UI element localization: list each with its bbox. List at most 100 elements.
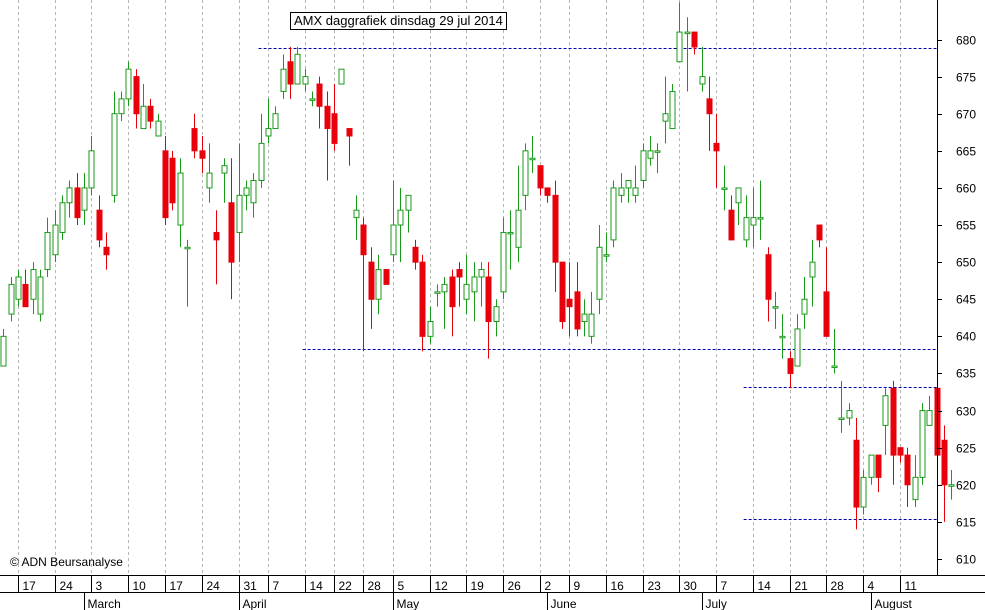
candle-124: [912, 455, 919, 508]
candle-92: [676, 2, 683, 63]
x-tick-label: 5: [398, 579, 405, 593]
candle-body-down: [162, 150, 169, 219]
candle-22: [162, 135, 169, 226]
candle-95: [699, 46, 706, 92]
candle-body-up: [581, 313, 588, 323]
candle-body-up: [125, 68, 132, 100]
candle-107: [787, 351, 794, 389]
candle-25: [184, 239, 191, 307]
x-tick-label: 10: [133, 579, 147, 593]
candle-40: [294, 46, 301, 85]
support-resistance-lines: [258, 48, 937, 520]
candle-74: [544, 187, 551, 203]
y-tick-label: 680: [956, 34, 976, 48]
candle-body-up: [912, 476, 919, 501]
candle-body-up: [390, 224, 397, 256]
candle-106: [779, 314, 786, 359]
month-label: August: [875, 597, 913, 610]
candle-body-up: [625, 180, 632, 189]
y-tick-label: 670: [956, 108, 976, 122]
candle-115: [846, 403, 853, 426]
candle-body-down: [324, 105, 331, 130]
candle-49: [360, 217, 367, 352]
candle-6: [44, 217, 51, 277]
candle-87: [640, 143, 647, 188]
y-tick-label: 645: [956, 293, 976, 307]
candle-61: [449, 269, 456, 337]
candle-body-up: [860, 476, 867, 508]
candle-43: [316, 76, 323, 129]
candle-body-down: [96, 209, 103, 241]
candle-120: [882, 388, 889, 456]
candle-110: [809, 239, 816, 307]
candle-56: [412, 239, 419, 270]
candle-body-up: [44, 231, 51, 271]
x-tick-label: 23: [648, 579, 662, 593]
candles: [0, 2, 955, 530]
x-tick-label: 7: [721, 579, 728, 593]
candle-body-down: [566, 298, 573, 308]
candle-body-up: [353, 209, 360, 219]
candle-96: [706, 76, 713, 151]
candle-body-down: [816, 224, 823, 241]
candle-9: [66, 180, 73, 218]
candle-body-down: [875, 454, 882, 478]
candle-2: [15, 269, 22, 307]
candle-119: [875, 454, 882, 493]
candle-100: [735, 187, 742, 226]
month-label: April: [243, 597, 267, 610]
candle-body-up: [669, 90, 676, 130]
candle-body-down: [537, 165, 544, 189]
candle-94: [691, 31, 698, 55]
candle-body-down: [787, 358, 794, 374]
x-tick-label: 26: [508, 579, 522, 593]
candle-54: [397, 187, 404, 263]
candle-body-up: [721, 187, 728, 190]
candle-body-up: [882, 395, 889, 426]
candle-body-up: [236, 194, 243, 233]
candle-128: [941, 425, 948, 522]
candle-body-up: [177, 172, 184, 226]
candle-body-down: [691, 31, 698, 48]
candle-body-up: [743, 217, 750, 241]
candle-body-up: [618, 187, 625, 196]
candle-55: [405, 194, 412, 233]
candle-body-up: [662, 113, 669, 122]
candle-66: [485, 262, 492, 359]
candle-97: [713, 113, 720, 188]
candle-body-down: [728, 209, 735, 241]
candle-body-up: [801, 298, 808, 315]
candle-body-down: [287, 61, 294, 85]
candle-body-up: [338, 68, 345, 85]
y-tick-label: 640: [956, 330, 976, 344]
candle-71: [522, 143, 529, 211]
month-label: May: [397, 597, 420, 610]
y-tick-label: 650: [956, 256, 976, 270]
candle-118: [868, 454, 875, 485]
candle-13: [96, 195, 103, 248]
candle-60: [441, 276, 448, 329]
candle-72: [529, 135, 536, 174]
candle-39: [287, 46, 294, 99]
x-tick-label: 24: [207, 579, 221, 593]
candle-body-down: [74, 187, 81, 219]
candle-36: [265, 98, 272, 144]
candle-59: [434, 284, 441, 307]
candle-body-down: [383, 269, 390, 285]
candle-body-down: [823, 291, 830, 337]
candle-101: [743, 195, 750, 248]
candle-body-down: [706, 98, 713, 115]
x-tick-label: 12: [435, 579, 449, 593]
candle-body-down: [169, 157, 176, 204]
candle-body-down: [559, 261, 566, 323]
candle-4: [30, 262, 37, 315]
candle-body-up: [676, 31, 683, 63]
y-tick-label: 665: [956, 145, 976, 159]
candle-125: [919, 403, 926, 485]
x-tick-label: 4: [868, 579, 875, 593]
candle-102: [750, 187, 757, 248]
candle-body-up: [118, 98, 125, 115]
candle-45: [331, 84, 338, 151]
candle-body-down: [552, 194, 559, 263]
candle-73: [537, 165, 544, 196]
